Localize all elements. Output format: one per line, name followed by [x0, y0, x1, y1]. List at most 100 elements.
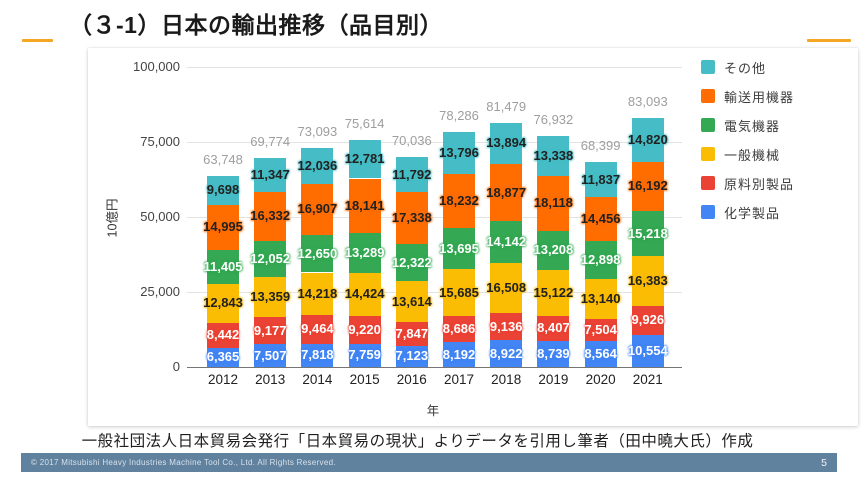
legend-swatch-icon: [701, 60, 715, 74]
legend-item-label: 原料別製品: [724, 176, 795, 192]
bar-segment-一般機械: [537, 270, 570, 316]
bar-segment-label: 11,405: [203, 258, 243, 274]
x-axis-tick-label: 2020: [585, 372, 616, 387]
bar-segment-label: 14,456: [580, 210, 621, 226]
bar-segment-その他: [254, 157, 287, 192]
bar-segment-label: 9,136: [489, 318, 523, 334]
bar-segment-原料別製品: [348, 316, 381, 344]
bar-segment-label: 9,698: [206, 182, 240, 198]
bar-segment-原料別製品: [254, 316, 287, 345]
footer-bar: © 2017 Mitsubishi Heavy Industries Machi…: [21, 453, 837, 472]
page-title: （３-1）日本の輸出推移（品目別）: [69, 12, 443, 38]
bar-segment-化学製品: [490, 340, 523, 367]
bar-segment-輸送用機器: [584, 197, 617, 241]
gridline: [187, 292, 682, 293]
bar-segment-label: 9,926: [631, 312, 665, 328]
accent-dash-left: [22, 39, 53, 42]
x-axis-tick-label: 2016: [396, 372, 427, 387]
bar-segment-原料別製品: [443, 316, 475, 343]
bar-total-label: 81,479: [486, 98, 527, 114]
bar-segment-label: 13,894: [486, 135, 527, 151]
bar-segment-その他: [537, 136, 570, 177]
bar-total-label: 69,774: [250, 133, 291, 149]
source-caption: 一般社団法人日本貿易会発行「日本貿易の現状」よりデータを引用し筆者（田中曉大氏）…: [81, 433, 754, 450]
bar-segment-輸送用機器: [254, 191, 287, 241]
bar-segment-その他: [395, 156, 428, 193]
bar-segment-輸送用機器: [490, 164, 523, 221]
y-axis-tick-label: 25,000: [140, 284, 180, 299]
chart-legend: その他 輸送用機器 電気機器 一般機械 原料別製品 化学製品: [701, 60, 794, 234]
bar-total-label: 75,614: [344, 116, 385, 132]
bar-segment-label: 7,818: [301, 347, 334, 363]
bar-segment-label: 11,792: [392, 166, 432, 182]
bar-segment-label: 7,759: [348, 347, 381, 363]
bar-segment-電気機器: [207, 249, 239, 285]
bar-segment-label: 8,564: [584, 346, 617, 362]
bar-segment-輸送用機器: [301, 183, 334, 235]
bar-segment-電気機器: [490, 220, 523, 264]
bar-segment-label: 16,192: [627, 178, 668, 194]
x-axis-tick-label: 2017: [443, 372, 475, 387]
bar-segment-電気機器: [584, 240, 617, 280]
bar-segment-label: 10,554: [627, 343, 668, 359]
y-axis-tick-label: 100,000: [133, 59, 180, 74]
bar-segment-化学製品: [207, 347, 239, 367]
bar-segment-label: 13,614: [391, 293, 432, 309]
legend-item-label: 電気機器: [724, 118, 781, 134]
gridline: [187, 142, 682, 143]
bar-segment-原料別製品: [207, 322, 239, 348]
bar-segment-輸送用機器: [631, 162, 664, 211]
bar-segment-その他: [301, 147, 334, 184]
bar-segment-一般機械: [395, 281, 428, 323]
bar-segment-電気機器: [395, 244, 428, 282]
bar-segment-label: 12,781: [344, 151, 385, 167]
legend-item-label: 輸送用機器: [724, 89, 795, 105]
plot-area: 0 25,000 50,000 75,000 100,000 6,365 8,442 12,8…: [88, 48, 858, 426]
bar-segment-その他: [443, 132, 475, 174]
bar-segment-label: 6,365: [206, 349, 240, 365]
bar-segment-原料別製品: [584, 318, 617, 342]
bar-segment-その他: [584, 161, 617, 198]
bar-segment-原料別製品: [490, 312, 523, 341]
bar-segment-電気機器: [348, 232, 381, 273]
legend-item: 原料別製品: [701, 176, 795, 192]
bar-segment-輸送用機器: [207, 204, 239, 250]
legend-swatch-icon: [701, 176, 715, 190]
bar-segment-一般機械: [254, 276, 287, 317]
bar-segment-化学製品: [537, 340, 570, 367]
bar-segment-label: 18,877: [486, 184, 527, 200]
bar-segment-一般機械: [301, 272, 334, 316]
legend-swatch-icon: [701, 147, 715, 161]
legend-item: 一般機械: [701, 147, 794, 163]
footer-copyright: © 2017 Mitsubishi Heavy Industries Machi…: [31, 458, 336, 467]
bar-total-label: 83,093: [627, 93, 668, 109]
bar-segment-電気機器: [254, 240, 287, 277]
bar-segment-label: 16,383: [627, 272, 668, 288]
footer-page-number: 5: [821, 456, 827, 469]
bar-segment-label: 16,508: [486, 280, 527, 296]
legend-swatch-icon: [701, 118, 715, 132]
bar-segment-label: 11,347: [250, 166, 290, 182]
x-axis-tick-label: 2018: [491, 372, 522, 387]
legend-item: その他: [701, 60, 794, 76]
bar-segment-label: 14,218: [297, 285, 338, 301]
bar-total-label: 76,932: [533, 112, 574, 128]
bar-segment-label: 9,220: [348, 321, 381, 337]
x-axis-tick-label: 2012: [207, 372, 239, 387]
bar-segment-label: 8,192: [442, 346, 476, 362]
bar-segment-label: 11,837: [581, 171, 621, 187]
bar-segment-原料別製品: [631, 305, 664, 336]
bar-segment-化学製品: [301, 343, 334, 367]
bar-segment-label: 17,338: [391, 210, 432, 226]
bar-segment-一般機械: [490, 263, 523, 313]
bar-segment-label: 7,123: [395, 348, 429, 364]
bar-segment-電気機器: [301, 234, 334, 273]
bar-segment-化学製品: [395, 345, 428, 367]
bar-segment-label: 14,820: [627, 131, 668, 147]
bar-segment-label: 12,650: [297, 245, 338, 261]
bar-segment-label: 13,140: [580, 291, 621, 307]
y-axis-tick-label: 50,000: [140, 209, 180, 224]
chart-card: 10億円 0 25,000 50,000 75,000 100,000 6,365 8,44…: [88, 48, 858, 426]
legend-swatch-icon: [701, 205, 715, 219]
